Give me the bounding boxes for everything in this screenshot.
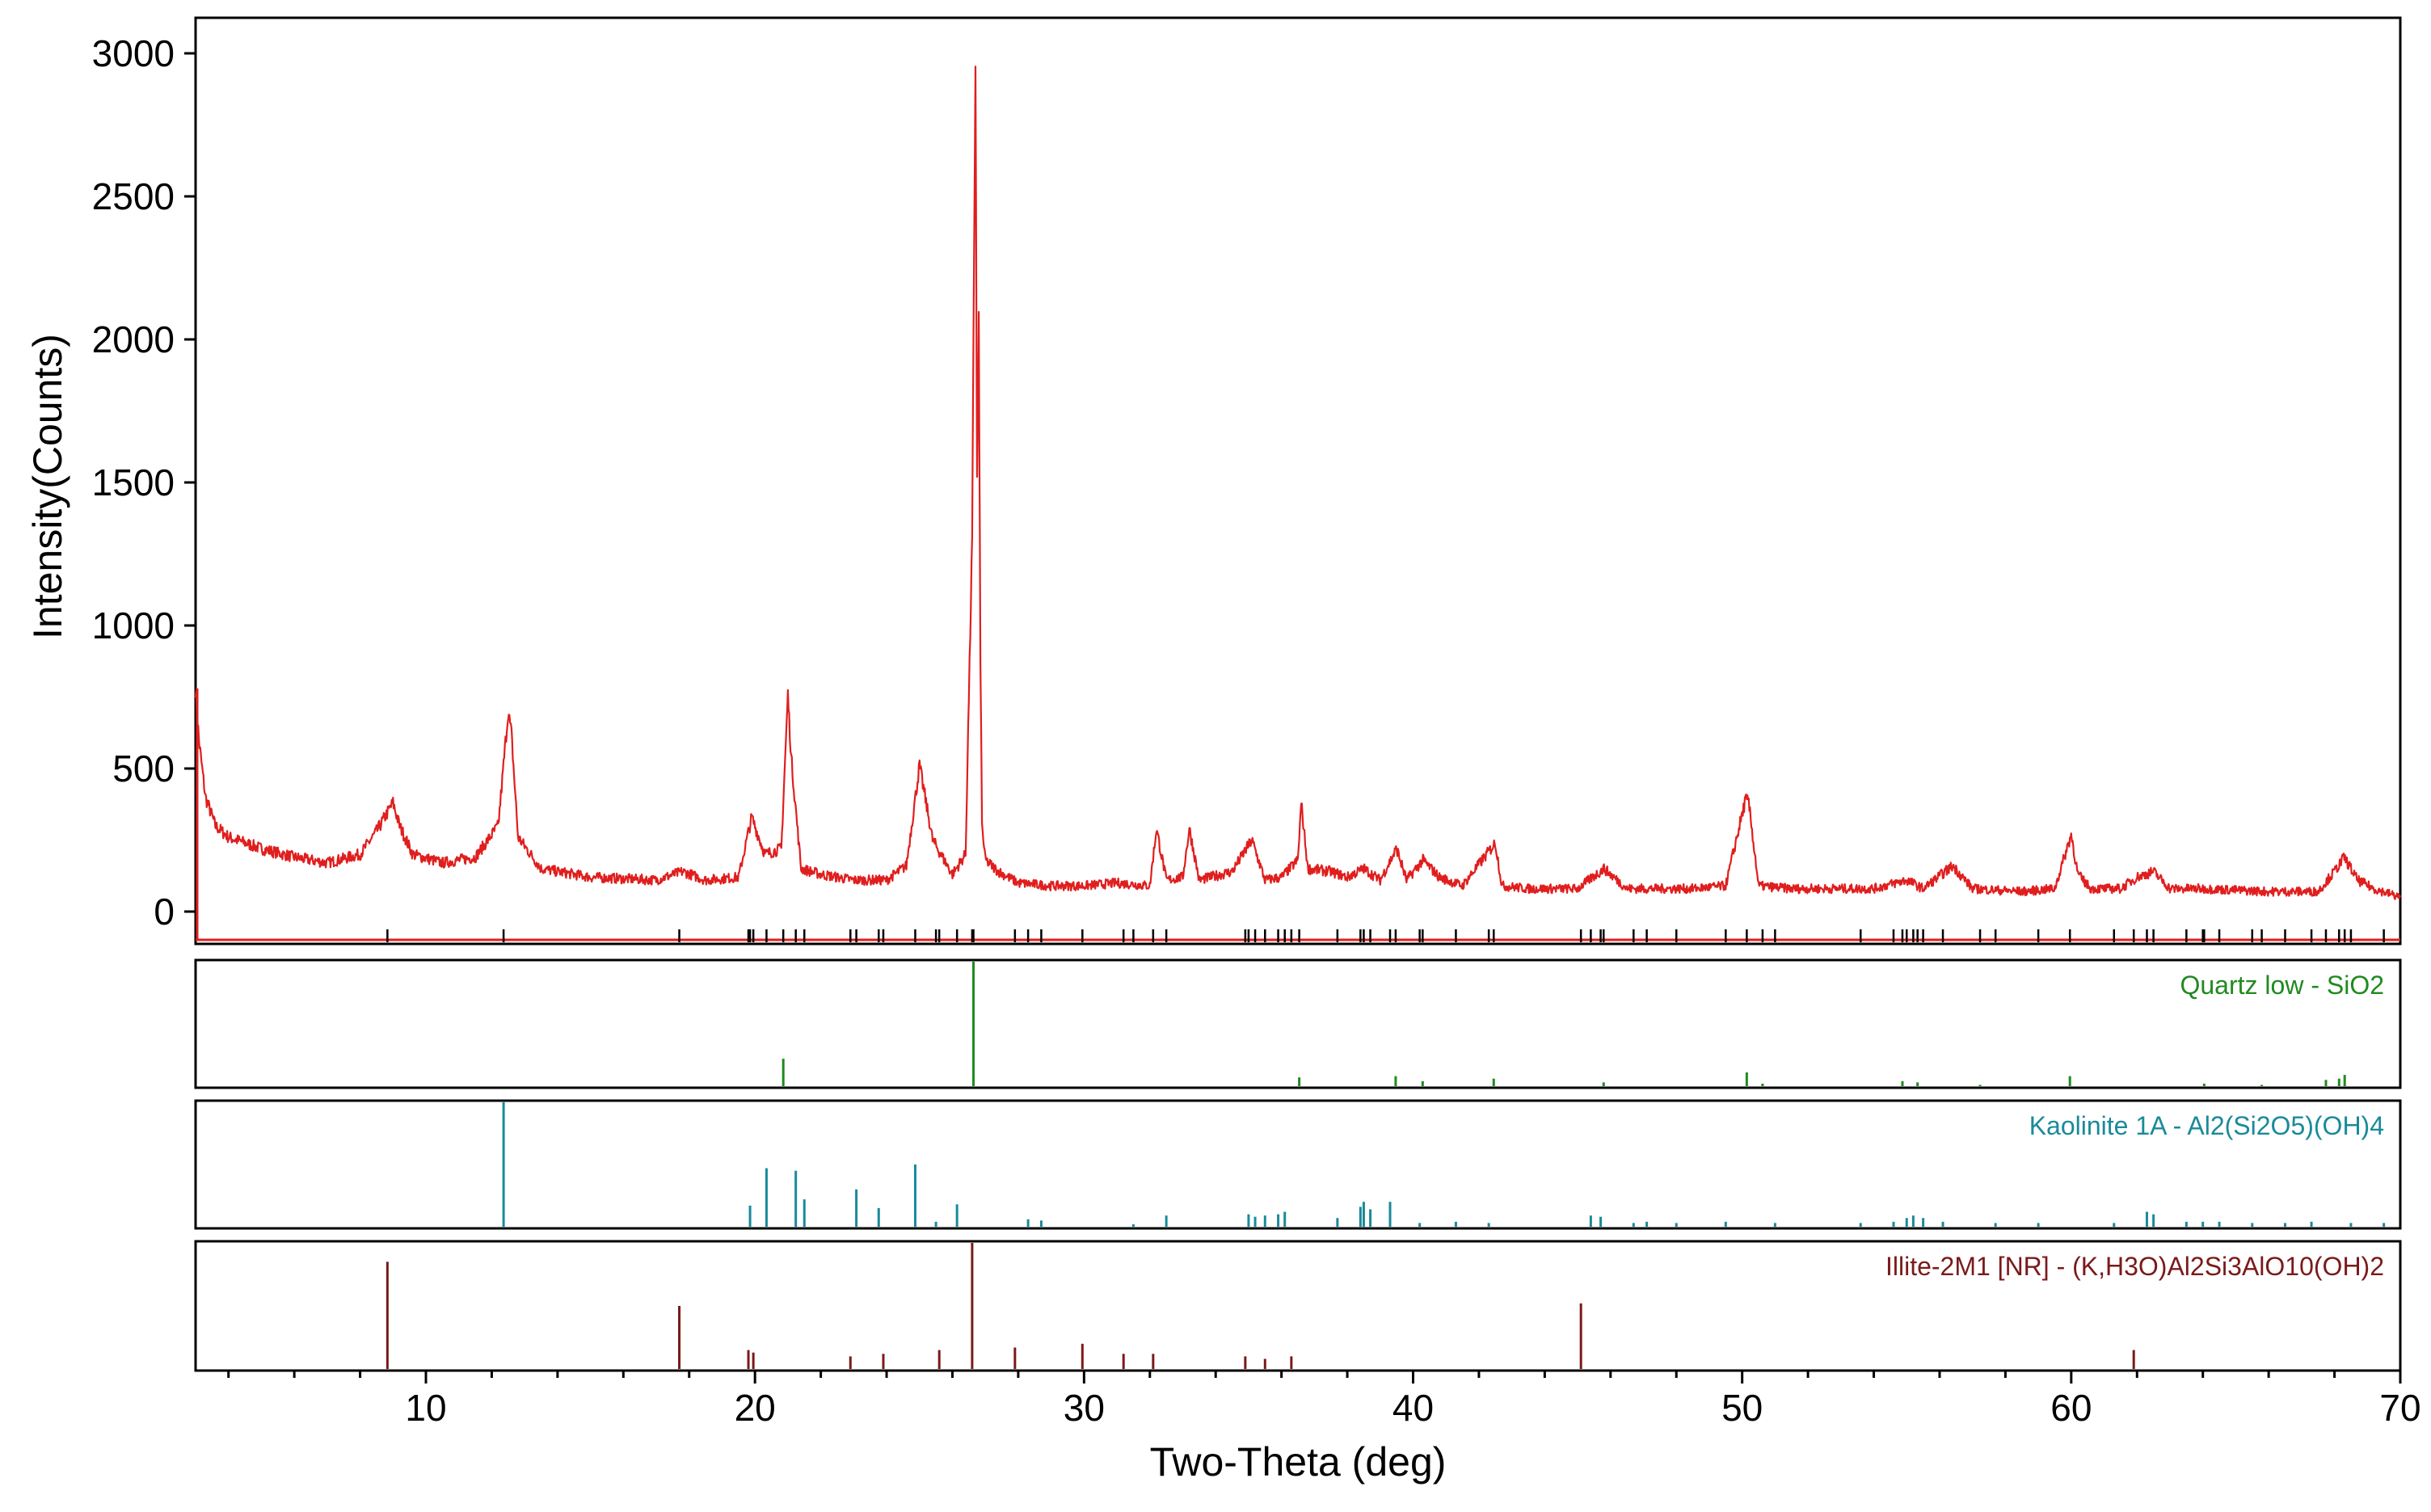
kaolinite-panel bbox=[502, 1102, 2386, 1227]
illite-panel-frame bbox=[194, 1240, 2402, 1372]
x-axis: 10 20 30 40 50 60 70 bbox=[227, 1371, 2421, 1429]
illite-panel-label: Illite-2M1 [NR] - (K,H3O)Al2Si3AlO10(OH)… bbox=[1885, 1252, 2384, 1281]
y-tick-label: 1500 bbox=[92, 461, 175, 503]
main-plot-frame bbox=[194, 16, 2402, 946]
y-tick-label: 3000 bbox=[92, 32, 175, 74]
main-plot bbox=[194, 65, 2402, 941]
x-tick-label: 40 bbox=[1392, 1387, 1434, 1429]
y-tick-label: 2500 bbox=[92, 175, 175, 217]
y-tick-label: 500 bbox=[112, 748, 175, 790]
reference-ticks-row bbox=[386, 929, 2385, 942]
x-axis-label: Two-Theta (deg) bbox=[1150, 1439, 1447, 1485]
kaolinite-panel-label: Kaolinite 1A - Al2(Si2O5)(OH)4 bbox=[2029, 1111, 2384, 1140]
y-axis-label: Intensity(Counts) bbox=[25, 334, 70, 639]
x-tick-label: 30 bbox=[1064, 1387, 1105, 1429]
y-axis: 0 500 1000 1500 2000 2500 3000 bbox=[92, 32, 196, 933]
quartz-panel-frame bbox=[194, 958, 2402, 1089]
x-tick-label: 60 bbox=[2050, 1387, 2092, 1429]
quartz-panel bbox=[782, 962, 2346, 1086]
x-tick-label: 20 bbox=[735, 1387, 776, 1429]
illite-panel bbox=[386, 1243, 2135, 1369]
quartz-panel-label: Quartz low - SiO2 bbox=[2180, 971, 2384, 1000]
y-tick-label: 2000 bbox=[92, 318, 175, 360]
x-tick-label: 50 bbox=[1721, 1387, 1763, 1429]
x-tick-label: 10 bbox=[405, 1387, 446, 1429]
kaolinite-panel-frame bbox=[194, 1099, 2402, 1230]
y-tick-label: 1000 bbox=[92, 604, 175, 646]
y-tick-label: 0 bbox=[154, 891, 175, 933]
diffraction-pattern-line bbox=[194, 65, 2402, 900]
x-tick-label: 70 bbox=[2379, 1387, 2420, 1429]
